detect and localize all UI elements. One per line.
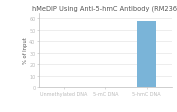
- Y-axis label: % of Input: % of Input: [23, 37, 28, 64]
- Title: hMeDIP Using Anti-5-hmC Antibody (RM236): hMeDIP Using Anti-5-hmC Antibody (RM236): [32, 6, 177, 12]
- Bar: [138, 21, 156, 87]
